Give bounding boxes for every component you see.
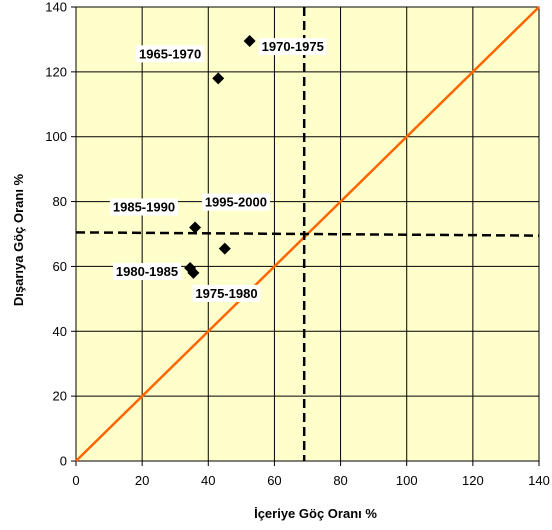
y-tick-label: 20 (53, 389, 67, 404)
x-tick-label: 80 (333, 473, 347, 488)
x-tick-label: 20 (135, 473, 149, 488)
y-axis-ticks: 0 20 40 60 80 100 120 140 (45, 0, 76, 469)
point-label-1965-1970: 1965-1970 (136, 45, 205, 63)
point-labels: 1965-1970 1970-1975 1975-1980 1980-1985 1985… (109, 38, 327, 302)
data-point-1965-1970 (212, 72, 225, 85)
point-label-1970-1975: 1970-1975 (258, 38, 327, 56)
point-label-text: 1975-1980 (195, 286, 257, 301)
y-tick-label: 40 (53, 324, 67, 339)
y-tick-label: 120 (45, 64, 67, 79)
point-label-text: 1985-1990 (113, 200, 175, 215)
x-tick-label: 60 (267, 473, 281, 488)
point-label-1985-1990: 1985-1990 (109, 198, 179, 216)
point-label-box (192, 284, 261, 302)
y-tick-label: 140 (45, 0, 67, 15)
point-label-text: 1965-1970 (139, 46, 201, 61)
data-point-1970-1975 (243, 35, 256, 48)
x-axis-ticks: 0 20 40 60 80 100 120 140 (72, 461, 550, 488)
y-tick-label: 60 (53, 259, 67, 274)
x-tick-label: 40 (201, 473, 215, 488)
point-label-1980-1985: 1980-1985 (112, 263, 182, 281)
data-point-1985-1990 (189, 221, 202, 234)
point-label-1995-2000: 1995-2000 (201, 193, 270, 211)
point-label-box (201, 193, 270, 211)
y-tick-label: 80 (53, 194, 67, 209)
y-tick-label: 100 (45, 129, 67, 144)
data-point-1995-2000 (218, 242, 231, 255)
point-label-box (136, 45, 205, 63)
y-tick-label: 0 (60, 454, 67, 469)
point-label-box (258, 38, 327, 56)
x-tick-label: 120 (462, 473, 484, 488)
point-label-text: 1980-1985 (116, 264, 178, 279)
horizontal-dashed-line (75, 231, 540, 237)
x-tick-label: 100 (396, 473, 418, 488)
point-label-1975-1980: 1975-1980 (192, 284, 261, 302)
point-label-box (109, 198, 179, 216)
data-point-1980-1985 (184, 262, 197, 275)
point-label-text: 1995-2000 (205, 195, 267, 210)
y-axis-title: Dışarıya Göç Oranı % (11, 173, 26, 306)
data-points (184, 35, 256, 279)
point-label-text: 1970-1975 (262, 39, 324, 54)
point-label-box (112, 263, 182, 281)
x-axis-title: İçeriye Göç Oranı % (254, 506, 377, 521)
x-tick-label: 0 (72, 473, 79, 488)
x-tick-label: 140 (528, 473, 550, 488)
